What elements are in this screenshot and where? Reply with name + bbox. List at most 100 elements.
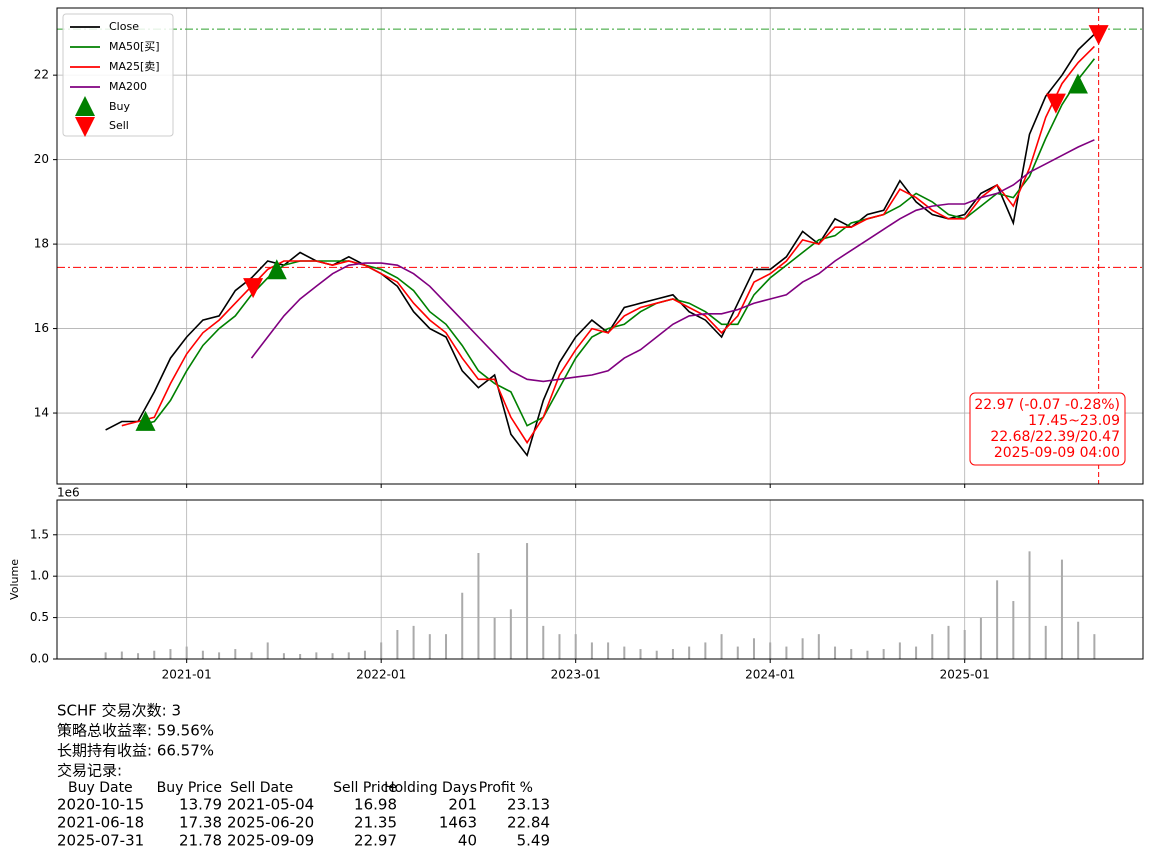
volume-bar bbox=[704, 642, 707, 659]
buy-marker bbox=[266, 259, 287, 280]
volume-bar bbox=[331, 653, 334, 659]
table-cell: 21.35 bbox=[354, 814, 397, 832]
volume-bar bbox=[801, 638, 804, 659]
x-tick-label: 2021-01 bbox=[162, 668, 212, 682]
table-cell: 40 bbox=[458, 832, 477, 850]
y-tick-label: 22 bbox=[34, 68, 49, 82]
x-tick-label: 2025-01 bbox=[940, 668, 990, 682]
y-tick-label: 14 bbox=[34, 406, 49, 420]
axis-label: Volume bbox=[8, 559, 21, 600]
table-cell: 2025-09-09 bbox=[227, 832, 314, 850]
volume-bar bbox=[250, 652, 253, 659]
table-cell: 16.98 bbox=[354, 796, 397, 814]
table-header: Sell Price bbox=[333, 780, 397, 796]
plot-frame bbox=[56, 499, 1144, 660]
table-cell: 22.84 bbox=[507, 814, 550, 832]
volume-bar bbox=[137, 653, 140, 659]
volume-bar bbox=[120, 651, 123, 659]
report-line: 策略总收益率: 59.56% bbox=[57, 722, 214, 740]
table-cell: 22.97 bbox=[354, 832, 397, 850]
table-cell: 21.78 bbox=[179, 832, 222, 850]
legend-label: MA200 bbox=[109, 80, 147, 93]
buy-marker bbox=[135, 410, 156, 431]
volume-bar bbox=[1093, 634, 1096, 659]
line-series bbox=[121, 45, 1095, 445]
legend-swatch bbox=[75, 96, 95, 116]
volume-bar bbox=[915, 646, 918, 659]
table-cell: 2025-07-31 bbox=[57, 832, 144, 850]
volume-bar bbox=[153, 650, 156, 659]
table-cell: 17.38 bbox=[179, 814, 222, 832]
volume-bar bbox=[347, 652, 350, 659]
volume-bar bbox=[1077, 621, 1080, 659]
report-line: 交易记录: bbox=[57, 762, 122, 780]
x-tick-label: 2024-01 bbox=[745, 668, 795, 682]
table-cell: 1463 bbox=[439, 814, 477, 832]
volume-bar bbox=[201, 650, 204, 659]
volume-bar bbox=[396, 630, 399, 659]
line-series bbox=[137, 58, 1096, 427]
volume-bar bbox=[1012, 601, 1015, 659]
sell-marker bbox=[1045, 93, 1066, 114]
table-header: Profit % bbox=[479, 780, 533, 796]
volume-bar bbox=[185, 646, 188, 659]
volume-bar bbox=[542, 625, 545, 659]
volume-bar bbox=[574, 634, 577, 659]
volume-bar bbox=[769, 642, 772, 659]
volume-bar bbox=[428, 634, 431, 659]
table-header: Holding Days bbox=[384, 780, 477, 796]
volume-bar bbox=[785, 646, 788, 659]
y-tick-label: 16 bbox=[34, 321, 49, 335]
line-series bbox=[250, 139, 1095, 383]
table-cell: 2021-06-18 bbox=[57, 814, 144, 832]
volume-bar bbox=[752, 638, 755, 659]
report-line: 长期持有收益: 66.57% bbox=[57, 742, 214, 760]
volume-bar bbox=[1060, 559, 1063, 659]
volume-bar bbox=[720, 634, 723, 659]
volume-bar bbox=[671, 649, 674, 659]
volume-bar bbox=[412, 625, 415, 659]
legend-swatch bbox=[75, 117, 95, 137]
offset-label: 1e6 bbox=[57, 486, 80, 500]
volume-bar bbox=[850, 649, 853, 659]
volume-bar bbox=[655, 650, 658, 659]
volume-bar bbox=[639, 649, 642, 659]
volume-bar bbox=[169, 649, 172, 659]
table-cell: 2021-05-04 bbox=[227, 796, 314, 814]
volume-bar bbox=[234, 649, 237, 659]
volume-bar bbox=[315, 652, 318, 659]
legend-label: MA25[卖] bbox=[109, 60, 160, 73]
legend-label: Close bbox=[109, 20, 139, 33]
legend-label: MA50[买] bbox=[109, 40, 160, 53]
table-header: Buy Price bbox=[157, 780, 222, 796]
volume-bar bbox=[282, 653, 285, 659]
volume-bar bbox=[898, 642, 901, 659]
volume-bar bbox=[558, 634, 561, 659]
sell-marker bbox=[243, 278, 264, 299]
volume-bar bbox=[947, 625, 950, 659]
line-series bbox=[105, 33, 1095, 458]
y-tick-label: 0.0 bbox=[30, 652, 49, 666]
volume-bar bbox=[526, 543, 529, 659]
legend-label: Buy bbox=[109, 100, 131, 113]
volume-bar bbox=[834, 646, 837, 659]
y-tick-label: 0.5 bbox=[30, 610, 49, 624]
buy-marker bbox=[1067, 73, 1088, 94]
annotation-text: 2025-09-09 04:00 bbox=[994, 445, 1120, 461]
volume-bar bbox=[590, 642, 593, 659]
volume-bar bbox=[979, 617, 982, 659]
legend-box bbox=[62, 13, 174, 137]
volume-bar bbox=[445, 634, 448, 659]
volume-bar bbox=[882, 649, 885, 659]
volume-bar bbox=[461, 592, 464, 659]
volume-bar bbox=[607, 642, 610, 659]
volume-bar bbox=[866, 650, 869, 659]
table-cell: 2025-06-20 bbox=[227, 814, 314, 832]
plot-frame bbox=[56, 7, 1144, 485]
volume-bar bbox=[380, 642, 383, 659]
volume-bar bbox=[688, 646, 691, 659]
table-cell: 23.13 bbox=[507, 796, 550, 814]
table-cell: 13.79 bbox=[179, 796, 222, 814]
y-tick-label: 20 bbox=[34, 152, 49, 166]
